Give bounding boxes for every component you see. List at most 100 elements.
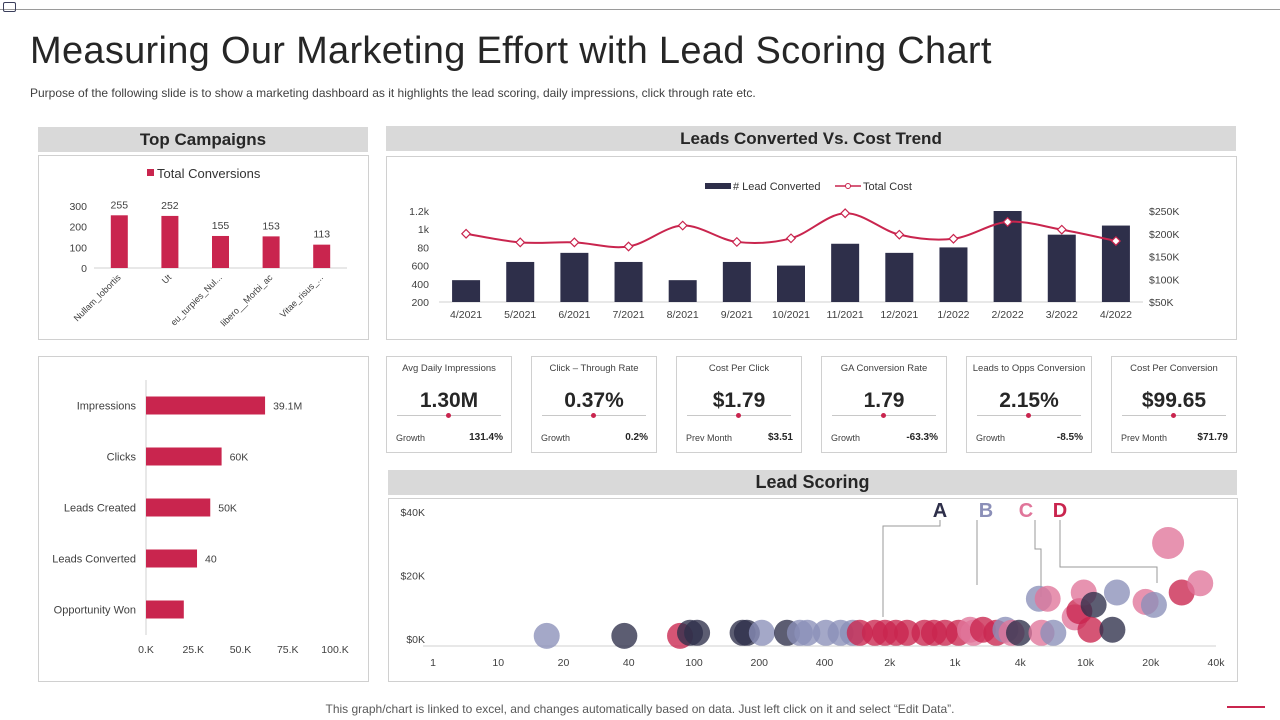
bar (614, 261, 643, 302)
kpi-foot-label: Growth (396, 433, 426, 443)
data-label: 60K (230, 452, 249, 464)
annotation-label: D (1053, 500, 1067, 522)
data-label: 155 (212, 220, 230, 232)
bar (831, 243, 860, 302)
bar (146, 396, 266, 415)
category-label: Clicks (107, 452, 137, 464)
kpi-title: Click – Through Rate (549, 363, 639, 374)
bubble (1077, 616, 1104, 643)
bar (885, 252, 914, 302)
leads-cost-chart: # Lead Converted Total Cost 200 400 600 80 1k 1… (409, 181, 1179, 321)
legend-marker (845, 183, 851, 189)
funnel-panel: 0.K 25.K 50.K 75.K 100.K Impressions 39.1M Clic… (38, 356, 369, 682)
cost-marker (677, 220, 688, 231)
x-tick-label: 4k (1015, 657, 1027, 669)
cost-marker (894, 229, 905, 240)
cost-marker (1002, 216, 1013, 228)
y-left-tick-label: 1k (418, 224, 430, 236)
x-tick-label: 20 (558, 657, 570, 669)
bar (506, 261, 535, 302)
y-left-tick-label: 600 (411, 261, 429, 273)
data-label: 50K (218, 503, 237, 515)
legend-label: Total Conversions (157, 166, 261, 181)
kpi-value: 1.79 (863, 389, 905, 412)
bubble (748, 619, 775, 646)
bubble (1152, 526, 1185, 559)
bubble (1006, 619, 1033, 646)
bubble (1103, 579, 1130, 606)
bubble (1040, 619, 1067, 646)
category-label: Impressions (77, 401, 137, 413)
cost-marker (948, 233, 959, 244)
x-tick-label: 6/2021 (558, 309, 590, 321)
cost-marker (1056, 224, 1067, 235)
bubble (1187, 570, 1214, 597)
bubble (533, 622, 560, 649)
window-icon (3, 2, 16, 12)
x-tick-label: 7/2021 (612, 309, 644, 321)
cost-marker (731, 236, 742, 248)
kpi-value: 1.30M (419, 389, 479, 412)
kpi-dot-icon (1171, 413, 1176, 418)
bubble (1140, 591, 1167, 618)
legend-swatch (147, 169, 154, 176)
x-tick-label: 11/2021 (827, 309, 864, 321)
cost-marker (569, 237, 580, 248)
category-label: Leads Created (64, 503, 136, 515)
bubble (611, 622, 638, 649)
cost-marker (623, 241, 634, 252)
bar (777, 265, 805, 302)
y-right-tick-label: $100K (1149, 274, 1179, 286)
x-tick-label: 8/2021 (667, 309, 699, 321)
footer-accent-line (1227, 706, 1265, 708)
lead-scoring-panel: $0K $20K $40K 1 10 20 40 100 200 400 2k 1k 4k 10k 20k 4… (388, 498, 1238, 682)
bubble (684, 619, 711, 646)
y-tick-label: $0K (406, 634, 425, 646)
bar (146, 600, 184, 619)
kpi-value: $99.65 (1141, 389, 1207, 412)
bar (668, 280, 697, 302)
category-label: Leads Converted (52, 554, 136, 566)
bar (1047, 234, 1076, 302)
top-campaigns-chart: Total Conversions 0 100 200 300 255 Nullam_lob… (69, 166, 347, 328)
y-left-tick-label: 400 (411, 279, 429, 291)
kpi-title: Avg Daily Impressions (402, 363, 496, 374)
bar (146, 498, 211, 517)
bar (161, 215, 179, 268)
x-tick-label: 100 (685, 657, 703, 669)
y-tick-label: $20K (400, 571, 425, 583)
y-left-tick-label: 200 (411, 297, 429, 309)
y-tick-label: 100 (69, 242, 87, 254)
bubble (1099, 616, 1126, 643)
x-tick-label: Ut (160, 272, 174, 286)
x-tick-label: 2/2022 (992, 309, 1024, 321)
y-tick-label: 300 (69, 201, 87, 213)
annotation-leader (1059, 520, 1158, 583)
bar (212, 235, 229, 268)
funnel-chart: 0.K 25.K 50.K 75.K 100.K Impressions 39.1M Clic… (52, 380, 349, 656)
data-label: 113 (313, 229, 330, 241)
x-tick-label: Nullam_lobortis (72, 272, 123, 323)
cost-marker (515, 237, 526, 248)
bar (452, 280, 481, 302)
annotation-label: B (979, 500, 993, 522)
top-campaigns-header: Top Campaigns (38, 127, 368, 152)
lead-scoring-header: Lead Scoring (388, 470, 1237, 495)
data-label: 40 (205, 554, 217, 566)
kpi-title: GA Conversion Rate (840, 363, 928, 374)
annotation-label: C (1019, 500, 1033, 522)
kpi-dot-icon (446, 413, 451, 418)
x-tick-label: 400 (816, 657, 834, 669)
data-label: 153 (262, 220, 280, 232)
kpi-foot-value: 0.2% (625, 432, 648, 443)
kpi-foot-value: $71.79 (1197, 432, 1228, 443)
kpi-foot-label: Prev Month (686, 433, 733, 443)
kpi-dot-icon (881, 413, 886, 418)
x-tick-label: 200 (750, 657, 768, 669)
page-title: Measuring Our Marketing Effort with Lead… (30, 30, 992, 72)
y-tick-label: 0 (81, 263, 87, 275)
data-label: 39.1M (273, 401, 302, 413)
x-tick-label: 20k (1142, 657, 1160, 669)
x-tick-label: 4/2021 (450, 309, 482, 321)
x-tick-label: 3/2022 (1046, 309, 1078, 321)
